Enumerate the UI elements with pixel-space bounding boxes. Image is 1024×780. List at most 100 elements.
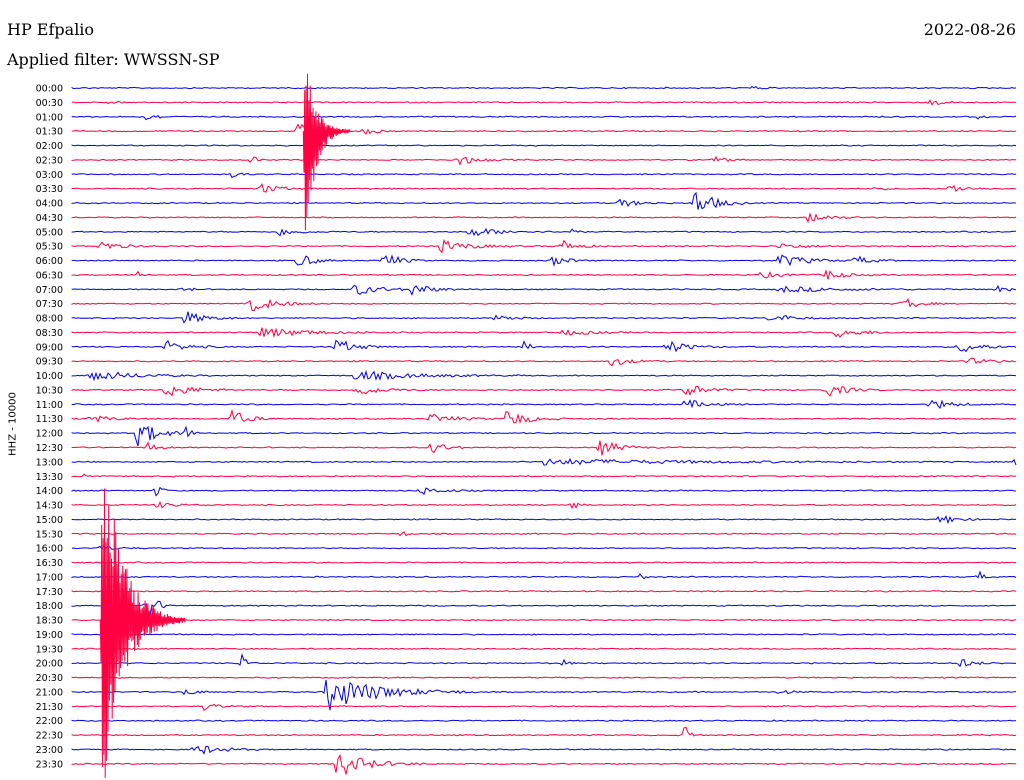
row-time-label: 21:30	[36, 702, 63, 713]
trace-row	[71, 339, 1017, 353]
row-time-label: 05:30	[36, 242, 63, 253]
row-time-label: 18:30	[36, 616, 63, 627]
row-time-label: 07:00	[36, 285, 63, 296]
trace-row	[71, 183, 1017, 193]
row-time-label: 16:00	[36, 544, 63, 555]
row-time-label: 12:30	[36, 443, 63, 454]
row-time-label: 19:30	[36, 644, 63, 655]
row-time-label: 00:30	[36, 98, 63, 109]
trace-row	[71, 227, 1017, 237]
row-time-label: 10:00	[36, 371, 63, 382]
trace-row	[71, 753, 1017, 776]
trace-row	[71, 311, 1017, 324]
trace-row	[71, 212, 1017, 224]
trace-row	[71, 600, 1017, 616]
row-time-label: 14:00	[36, 486, 63, 497]
trace-row	[71, 652, 1017, 668]
trace-row	[71, 85, 1017, 90]
trace-row	[71, 679, 1017, 711]
trace-row	[71, 370, 1017, 382]
row-time-label: 10:30	[36, 385, 63, 396]
row-time-label: 15:00	[36, 515, 63, 526]
trace-row	[71, 473, 1017, 478]
trace-row	[71, 590, 1017, 593]
row-time-label: 23:00	[36, 745, 63, 756]
trace-row	[71, 515, 1017, 525]
trace-row	[71, 408, 1017, 424]
trace-row	[71, 254, 1017, 268]
trace-row	[71, 385, 1017, 397]
row-time-label: 14:30	[36, 501, 63, 512]
trace-row	[71, 144, 1017, 147]
trace-row	[71, 457, 1017, 466]
trace-row	[71, 123, 1017, 138]
row-time-label: 03:00	[36, 170, 63, 181]
row-time-label: 11:30	[36, 414, 63, 425]
row-time-label: 13:30	[36, 472, 63, 483]
row-time-label: 04:00	[36, 199, 63, 210]
row-time-label: 20:30	[36, 673, 63, 684]
trace-row	[71, 531, 1017, 537]
row-time-label: 13:00	[36, 457, 63, 468]
trace-row	[71, 425, 1017, 447]
trace-lines	[71, 73, 1017, 779]
row-time-label: 17:30	[36, 587, 63, 598]
row-time-label: 23:30	[36, 759, 63, 770]
trace-row	[71, 561, 1016, 564]
row-time-label: 22:30	[36, 731, 63, 742]
row-time-label: 19:00	[36, 630, 63, 641]
row-time-label: 00:00	[36, 84, 63, 95]
trace-row	[71, 726, 1017, 737]
row-time-label: 11:00	[36, 400, 63, 411]
trace-row	[71, 238, 1017, 254]
time-tick-labels: 00:00 00:30 01:00 01:30 02:00 02:30 03:00 03:30…	[36, 84, 63, 771]
row-time-label: 20:00	[36, 659, 63, 670]
trace-row	[71, 99, 1017, 106]
trace-row	[71, 399, 1017, 409]
row-time-label: 16:30	[36, 558, 63, 569]
row-time-label: 18:00	[36, 601, 63, 612]
row-time-label: 15:30	[36, 529, 63, 540]
row-time-label: 02:00	[36, 141, 63, 152]
trace-row	[71, 633, 1017, 636]
row-time-label: 06:00	[36, 256, 63, 267]
trace-row	[71, 618, 1017, 622]
applied-filter: Applied filter: WWSSN-SP	[7, 50, 220, 69]
trace-row	[71, 191, 1017, 210]
row-time-label: 07:30	[36, 299, 63, 310]
row-time-label: 12:00	[36, 429, 63, 440]
row-time-label: 04:30	[36, 213, 63, 224]
row-time-label: 21:00	[36, 687, 63, 698]
row-time-label: 22:00	[36, 716, 63, 727]
row-time-label: 01:30	[36, 127, 63, 138]
trace-row	[71, 676, 1017, 679]
trace-row	[71, 719, 1016, 722]
trace-row	[71, 155, 1016, 166]
row-time-label: 02:30	[36, 155, 63, 166]
trace-row	[71, 298, 1017, 312]
station-name: HP Efpalio	[7, 20, 95, 39]
trace-row	[71, 545, 1016, 550]
trace-row	[71, 703, 1017, 712]
trace-row	[71, 327, 1017, 338]
trace-row	[71, 745, 1017, 755]
record-date: 2022-08-26	[923, 20, 1016, 39]
row-time-label: 08:30	[36, 328, 63, 339]
row-time-label: 09:00	[36, 342, 63, 353]
trace-row	[71, 269, 1017, 280]
row-time-label: 06:30	[36, 270, 63, 281]
row-time-label: 17:00	[36, 572, 63, 583]
trace-row	[71, 284, 1017, 296]
trace-row	[71, 647, 1017, 651]
trace-row	[71, 440, 1017, 456]
row-time-label: 09:30	[36, 357, 63, 368]
large-event-burst	[302, 73, 351, 231]
trace-row	[71, 114, 1017, 121]
trace-row	[71, 172, 1017, 179]
trace-row	[71, 570, 1017, 580]
trace-row	[71, 500, 1017, 510]
row-time-label: 05:00	[36, 227, 63, 238]
row-time-label: 03:30	[36, 184, 63, 195]
trace-row	[71, 486, 1017, 497]
